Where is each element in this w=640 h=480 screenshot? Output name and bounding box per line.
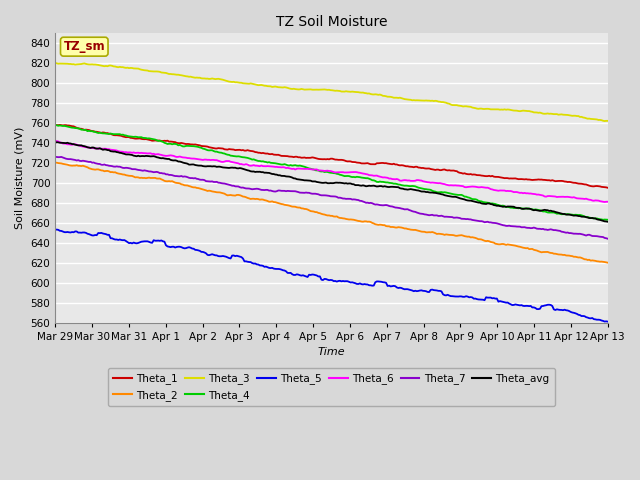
- Theta_6: [216, 158, 224, 164]
- Title: TZ Soil Moisture: TZ Soil Moisture: [276, 15, 387, 29]
- Theta_1: [244, 147, 252, 153]
- Legend: Theta_1, Theta_2, Theta_3, Theta_4, Theta_5, Theta_6, Theta_7, Theta_avg: Theta_1, Theta_2, Theta_3, Theta_4, Thet…: [108, 368, 555, 406]
- Theta_2: [604, 260, 612, 265]
- Theta_6: [293, 166, 301, 171]
- Theta_5: [51, 227, 59, 233]
- Theta_1: [604, 185, 612, 191]
- Theta_7: [293, 189, 301, 194]
- Theta_5: [218, 253, 225, 259]
- Theta_2: [218, 190, 225, 196]
- Theta_5: [604, 319, 612, 324]
- Theta_1: [573, 180, 580, 186]
- Theta_5: [53, 227, 61, 232]
- Theta_5: [236, 253, 244, 259]
- Line: Theta_5: Theta_5: [55, 229, 608, 322]
- Theta_2: [51, 160, 59, 166]
- Theta_3: [601, 118, 609, 124]
- Theta_avg: [53, 139, 61, 145]
- Theta_3: [234, 80, 242, 85]
- Theta_4: [234, 154, 242, 159]
- Text: TZ_sm: TZ_sm: [63, 40, 105, 53]
- Theta_3: [216, 76, 224, 82]
- Y-axis label: Soil Moisture (mV): Soil Moisture (mV): [15, 127, 25, 229]
- Theta_2: [245, 195, 253, 201]
- Theta_4: [293, 163, 301, 168]
- Theta_5: [120, 237, 128, 243]
- Theta_7: [119, 165, 127, 171]
- Theta_3: [244, 81, 252, 86]
- Theta_1: [51, 122, 59, 128]
- Theta_6: [119, 149, 127, 155]
- Theta_2: [53, 160, 61, 166]
- Theta_avg: [245, 168, 253, 173]
- Line: Theta_1: Theta_1: [55, 125, 608, 188]
- Line: Theta_7: Theta_7: [55, 157, 608, 239]
- Theta_avg: [51, 140, 59, 146]
- Theta_avg: [604, 219, 612, 225]
- Line: Theta_2: Theta_2: [55, 163, 608, 263]
- Theta_1: [119, 133, 127, 139]
- X-axis label: Time: Time: [317, 347, 345, 357]
- Theta_5: [245, 259, 253, 265]
- Theta_4: [244, 155, 252, 161]
- Theta_7: [51, 154, 59, 160]
- Theta_avg: [236, 165, 244, 171]
- Theta_5: [575, 312, 582, 318]
- Theta_6: [573, 195, 580, 201]
- Theta_2: [120, 172, 128, 178]
- Theta_2: [294, 204, 302, 210]
- Theta_4: [604, 217, 612, 223]
- Theta_avg: [218, 164, 225, 170]
- Theta_7: [234, 183, 242, 189]
- Theta_7: [216, 180, 224, 186]
- Theta_3: [573, 113, 580, 119]
- Theta_4: [573, 212, 580, 218]
- Theta_4: [216, 150, 224, 156]
- Theta_2: [236, 192, 244, 198]
- Theta_5: [294, 272, 302, 277]
- Line: Theta_avg: Theta_avg: [55, 142, 608, 222]
- Theta_4: [51, 122, 59, 128]
- Theta_4: [599, 217, 607, 223]
- Theta_6: [601, 199, 609, 205]
- Theta_6: [244, 162, 252, 168]
- Theta_3: [604, 118, 612, 124]
- Theta_3: [51, 60, 59, 66]
- Theta_6: [604, 199, 612, 204]
- Theta_1: [293, 154, 301, 160]
- Theta_1: [234, 147, 242, 153]
- Theta_avg: [294, 177, 302, 182]
- Line: Theta_6: Theta_6: [55, 141, 608, 202]
- Line: Theta_4: Theta_4: [55, 125, 608, 220]
- Theta_1: [216, 145, 224, 151]
- Line: Theta_3: Theta_3: [55, 63, 608, 121]
- Theta_6: [234, 160, 242, 166]
- Theta_avg: [120, 151, 128, 157]
- Theta_3: [293, 86, 301, 92]
- Theta_avg: [575, 213, 582, 219]
- Theta_6: [51, 138, 59, 144]
- Theta_2: [575, 254, 582, 260]
- Theta_3: [119, 64, 127, 70]
- Theta_4: [119, 132, 127, 137]
- Theta_7: [244, 186, 252, 192]
- Theta_7: [604, 236, 612, 241]
- Theta_7: [573, 231, 580, 237]
